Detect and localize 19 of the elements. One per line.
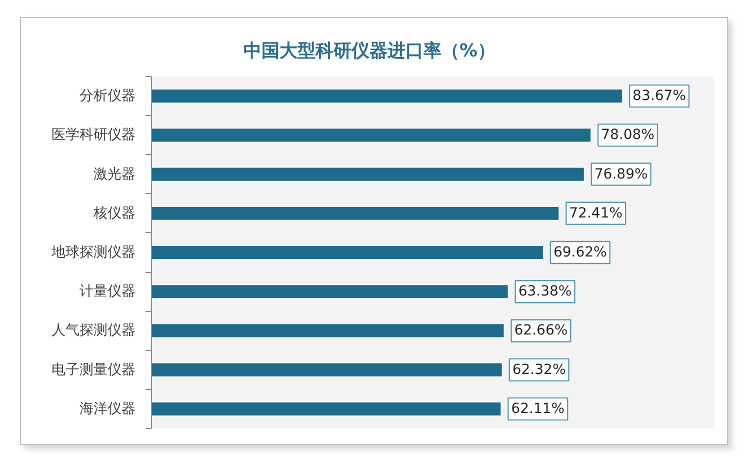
- data-label: 62.11%: [511, 400, 565, 417]
- y-tick-label: 人气探测仪器: [52, 322, 136, 339]
- data-label: 63.38%: [518, 284, 572, 300]
- data-label: 62.66%: [514, 322, 568, 339]
- chart-title: 中国大型科研仪器进口率（%）: [244, 40, 496, 62]
- y-tick-label: 地球探测仪器: [50, 244, 136, 260]
- y-tick-label: 海洋仪器: [80, 400, 136, 417]
- data-label: 78.08%: [601, 127, 654, 144]
- y-tick-label: 分析仪器: [80, 88, 136, 104]
- data-label: 76.89%: [594, 166, 648, 182]
- y-tick-label: 电子测量仪器: [52, 362, 136, 378]
- y-tick-label: 激光器: [94, 166, 136, 182]
- data-label: 69.62%: [553, 244, 607, 260]
- data-label: 83.67%: [632, 88, 686, 104]
- y-tick-label: 核仪器: [92, 205, 136, 222]
- data-label: 62.32%: [512, 362, 566, 378]
- y-tick-label: 计量仪器: [80, 284, 136, 300]
- y-tick-label: 医学科研仪器: [52, 127, 136, 144]
- data-label: 72.41%: [569, 205, 623, 222]
